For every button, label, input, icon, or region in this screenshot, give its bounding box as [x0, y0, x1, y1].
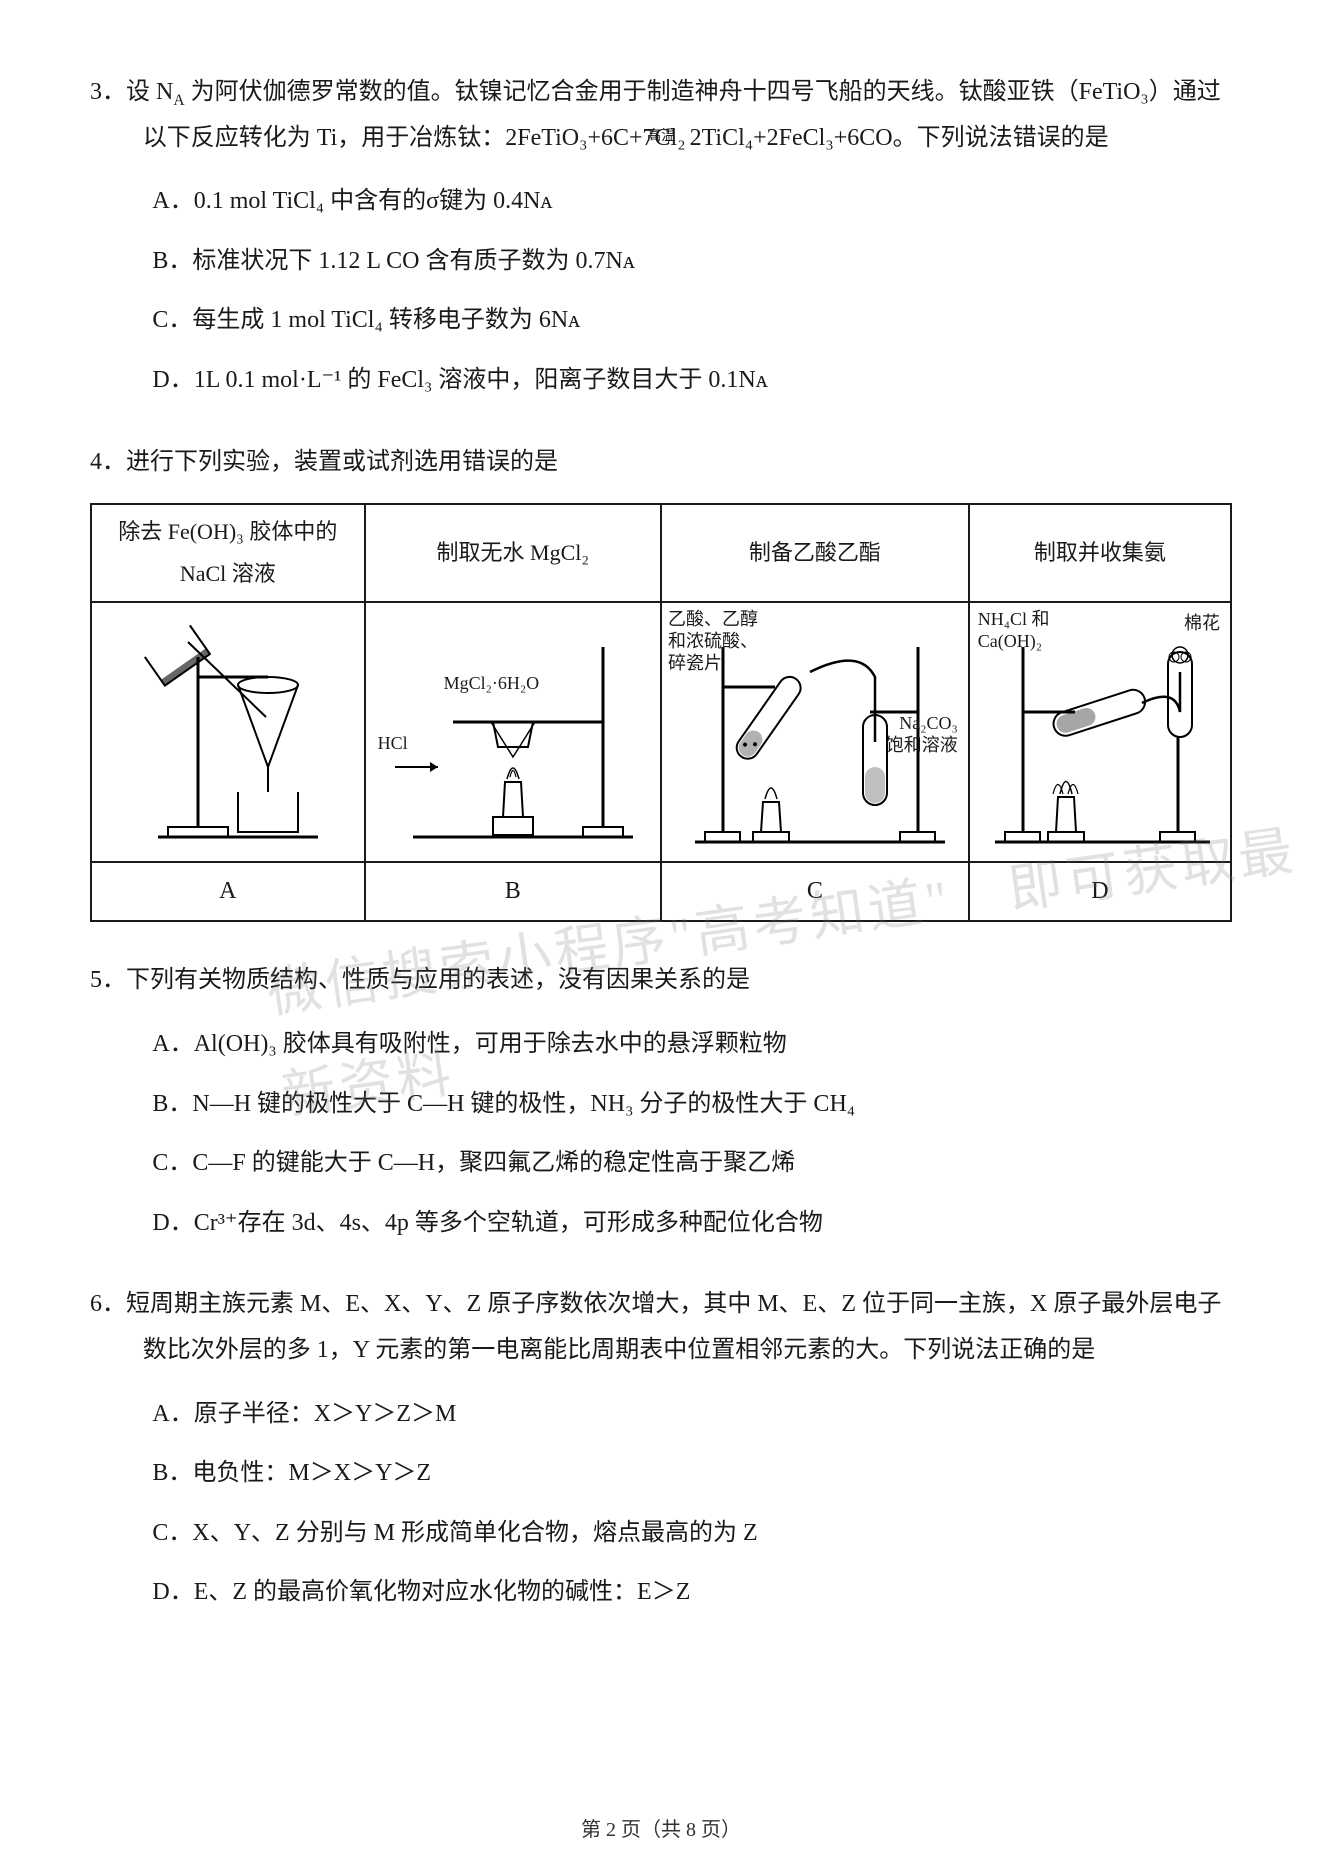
q4-hdr-c: 制备乙酸乙酯: [661, 504, 969, 602]
lbl-hcl: HCl: [378, 733, 408, 755]
q4-lbl-b: B: [365, 862, 661, 922]
question-3: 3．设 NA 为阿伏伽德罗常数的值。钛镍记忆合金用于制造神舟十四号飞船的天线。钛…: [90, 70, 1232, 404]
q5-stem: 5．下列有关物质结构、性质与应用的表述，没有因果关系的是: [90, 958, 1232, 1004]
q4-lbl-c: C: [661, 862, 969, 922]
q5-opt-a: A．Al(OH)₃ 胶体具有吸附性，可用于除去水中的悬浮颗粒物: [152, 1022, 1232, 1068]
q5-opt-c: C．C—F 的键能大于 C—H，聚四氟乙烯的稳定性高于聚乙烯: [152, 1141, 1232, 1187]
q4-num: 4．: [90, 449, 126, 475]
q4-lbl-d: D: [969, 862, 1231, 922]
lbl-cotton: 棉花: [1184, 613, 1220, 635]
q5-text: 下列有关物质结构、性质与应用的表述，没有因果关系的是: [126, 967, 750, 993]
q3-options: A．0.1 mol TiCl₄ 中含有的σ键为 0.4Nᴀ B．标准状况下 1.…: [90, 179, 1232, 403]
q4-hdr-a: 除去 Fe(OH)₃ 胶体中的 NaCl 溶液: [91, 504, 365, 602]
q3-t1: 设 N: [126, 79, 173, 105]
q4-diagram-c: 乙酸、乙醇 和浓硫酸、 碎瓷片 Na₂CO₃ 饱和溶液: [661, 602, 969, 862]
q6-opt-b: B．电负性：M＞X＞Y＞Z: [152, 1451, 1232, 1497]
lbl-c2: 和浓硫酸、: [668, 631, 758, 653]
lbl-na2: 饱和溶液: [886, 735, 958, 757]
q3-t3: 2TiCl₄+2FeCl₃+6CO。下列说法错误的是: [690, 125, 1109, 151]
q3-num: 3．: [90, 79, 126, 105]
q4-text: 进行下列实验，装置或试剂选用错误的是: [126, 449, 558, 475]
q5-opt-d: D．Cr³⁺存在 3d、4s、4p 等多个空轨道，可形成多种配位化合物: [152, 1201, 1232, 1247]
question-5: 5．下列有关物质结构、性质与应用的表述，没有因果关系的是 A．Al(OH)₃ 胶…: [90, 958, 1232, 1246]
q4-stem: 4．进行下列实验，装置或试剂选用错误的是: [90, 440, 1232, 486]
question-6: 6．短周期主族元素 M、E、X、Y、Z 原子序数依次增大，其中 M、E、Z 位于…: [90, 1282, 1232, 1616]
q5-num: 5．: [90, 967, 126, 993]
lbl-c1: 乙酸、乙醇: [668, 609, 758, 631]
q6-opt-a: A．原子半径：X＞Y＞Z＞M: [152, 1392, 1232, 1438]
q6-stem: 6．短周期主族元素 M、E、X、Y、Z 原子序数依次增大，其中 M、E、Z 位于…: [90, 1282, 1232, 1373]
q6-opt-d: D．E、Z 的最高价氧化物对应水化物的碱性：E＞Z: [152, 1570, 1232, 1616]
q4-label-row: A B C D: [91, 862, 1231, 922]
q4-table: 除去 Fe(OH)₃ 胶体中的 NaCl 溶液 制取无水 MgCl₂ 制备乙酸乙…: [90, 503, 1232, 922]
lbl-c3: 碎瓷片: [668, 653, 722, 675]
q6-options: A．原子半径：X＞Y＞Z＞M B．电负性：M＞X＞Y＞Z C．X、Y、Z 分别与…: [90, 1392, 1232, 1616]
q3-opt-a: A．0.1 mol TiCl₄ 中含有的σ键为 0.4Nᴀ: [152, 179, 1232, 225]
q3-opt-b: B．标准状况下 1.12 L CO 含有质子数为 0.7Nᴀ: [152, 239, 1232, 285]
q6-opt-c: C．X、Y、Z 分别与 M 形成简单化合物，熔点最高的为 Z: [152, 1511, 1232, 1557]
page-footer: 第 2 页（共 8 页）: [0, 1811, 1322, 1849]
lbl-nh1: NH₄Cl 和: [978, 609, 1050, 631]
q4-hdr-d: 制取并收集氨: [969, 504, 1231, 602]
lbl-mgcl2: MgCl₂·6H₂O: [444, 673, 540, 695]
reaction-condition: 高温: [686, 129, 690, 149]
q4-diagram-row: HCl MgCl₂·6H₂O: [91, 602, 1231, 862]
q5-opt-b: B．N—H 键的极性大于 C—H 键的极性，NH₃ 分子的极性大于 CH₄: [152, 1082, 1232, 1128]
q4-diagram-a: [91, 602, 365, 862]
q6-num: 6．: [90, 1291, 126, 1317]
q4-header-row: 除去 Fe(OH)₃ 胶体中的 NaCl 溶液 制取无水 MgCl₂ 制备乙酸乙…: [91, 504, 1231, 602]
lbl-nh2: Ca(OH)₂: [978, 631, 1042, 653]
q4-diagram-b: HCl MgCl₂·6H₂O: [365, 602, 661, 862]
q5-options: A．Al(OH)₃ 胶体具有吸附性，可用于除去水中的悬浮颗粒物 B．N—H 键的…: [90, 1022, 1232, 1246]
question-4: 4．进行下列实验，装置或试剂选用错误的是 除去 Fe(OH)₃ 胶体中的 NaC…: [90, 440, 1232, 923]
q3-opt-c: C．每生成 1 mol TiCl₄ 转移电子数为 6Nᴀ: [152, 298, 1232, 344]
lbl-na1: Na₂CO₃: [899, 713, 958, 735]
q6-text: 短周期主族元素 M、E、X、Y、Z 原子序数依次增大，其中 M、E、Z 位于同一…: [126, 1291, 1221, 1363]
q4-hdr-b: 制取无水 MgCl₂: [365, 504, 661, 602]
q3-stem: 3．设 NA 为阿伏伽德罗常数的值。钛镍记忆合金用于制造神舟十四号飞船的天线。钛…: [90, 70, 1232, 161]
q4-diagram-d: NH₄Cl 和 Ca(OH)₂ 棉花: [969, 602, 1231, 862]
q4-lbl-a: A: [91, 862, 365, 922]
q3-opt-d: D．1L 0.1 mol·L⁻¹ 的 FeCl₃ 溶液中，阳离子数目大于 0.1…: [152, 358, 1232, 404]
